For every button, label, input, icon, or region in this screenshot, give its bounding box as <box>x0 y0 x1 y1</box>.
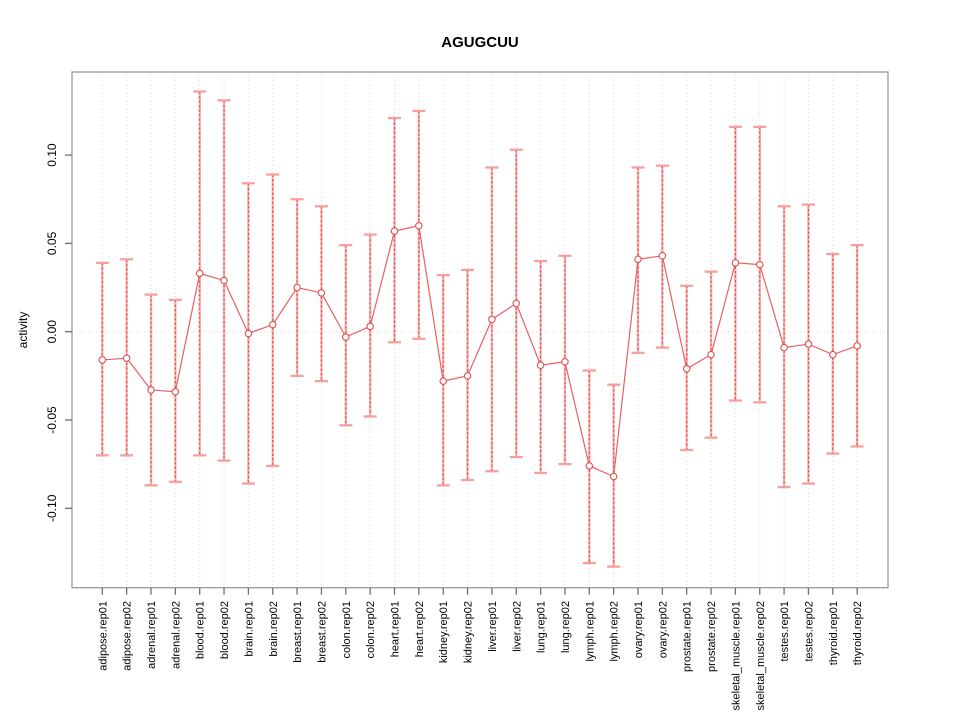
x-tick-label: thyroid.rep01 <box>828 601 840 665</box>
x-tick-label: liver.rep02 <box>511 601 523 652</box>
data-point <box>439 377 447 385</box>
data-point <box>488 315 496 324</box>
data-point <box>829 350 837 359</box>
x-tick-label: testes.rep02 <box>803 601 815 662</box>
y-tick-label: 0.05 <box>45 231 59 255</box>
x-tick-label: adrenal.rep01 <box>146 601 158 669</box>
x-tick-label: blood.rep01 <box>195 601 207 659</box>
x-tick-label: kidney.rep02 <box>463 601 475 663</box>
x-tick-label: skeletal_muscle.rep02 <box>755 601 767 710</box>
gridlines-group <box>72 72 888 588</box>
data-point <box>366 322 374 331</box>
x-tick-label: skeletal_muscle.rep01 <box>730 601 742 710</box>
x-tick-label: heart.rep01 <box>390 601 402 657</box>
y-tick-label: -0.10 <box>45 494 59 522</box>
y-tick-label: -0.05 <box>45 406 59 434</box>
x-tick-label: prostate.rep01 <box>682 601 694 672</box>
data-point <box>682 365 691 373</box>
x-tick-label: breast.rep01 <box>292 601 304 663</box>
data-point <box>317 289 326 297</box>
x-tick-label: testes.rep01 <box>779 601 791 662</box>
data-point <box>122 354 131 362</box>
x-tick-label: brain.rep02 <box>268 601 280 657</box>
data-point <box>171 387 180 396</box>
data-point <box>512 299 520 308</box>
chart-title: AGUGCUU <box>441 34 519 51</box>
y-tick-label: 0.10 <box>45 143 59 167</box>
plot-frame <box>71 71 889 589</box>
data-point <box>390 227 399 235</box>
error-bars-group <box>95 90 864 568</box>
data-point <box>268 320 277 329</box>
data-point <box>244 329 253 338</box>
y-axis-label: activity <box>16 312 30 349</box>
series-line <box>102 225 858 478</box>
x-tick-label: lymph.rep02 <box>609 601 621 662</box>
x-tick-label: ovary.rep01 <box>633 601 645 658</box>
data-points-group <box>98 221 861 481</box>
x-tick-label: heart.rep02 <box>414 601 426 657</box>
data-point <box>561 357 569 366</box>
data-point <box>609 472 618 481</box>
data-point <box>195 269 204 278</box>
x-tick-label: prostate.rep02 <box>706 601 718 672</box>
x-tick-label: colon.rep01 <box>341 601 353 659</box>
x-tick-label: adrenal.rep02 <box>170 601 182 669</box>
data-point <box>804 340 813 348</box>
data-point <box>731 259 740 267</box>
data-point <box>658 252 667 260</box>
axes-group <box>65 71 889 595</box>
x-tick-label: adipose.rep01 <box>97 601 109 671</box>
data-point <box>707 350 715 359</box>
tick-labels-group: -0.10 -0.05 0.00 0.05 0.10 adipose.rep01 adipo… <box>45 143 864 710</box>
data-point <box>342 333 350 341</box>
x-tick-label: lymph.rep01 <box>584 601 596 662</box>
data-point <box>634 255 642 264</box>
x-tick-label: liver.rep01 <box>487 601 499 652</box>
data-point <box>463 372 472 380</box>
data-point <box>415 221 423 230</box>
data-point <box>98 356 107 364</box>
x-tick-label: blood.rep02 <box>219 601 231 659</box>
x-tick-label: lung.rep01 <box>536 601 548 653</box>
data-point <box>293 283 301 292</box>
x-tick-label: lung.rep02 <box>560 601 572 653</box>
x-tick-label: ovary.rep02 <box>657 601 669 658</box>
x-tick-label: colon.rep02 <box>365 601 377 659</box>
data-point <box>780 343 788 352</box>
data-point <box>536 361 545 370</box>
data-point <box>853 342 861 350</box>
data-point <box>755 260 764 269</box>
x-tick-label: brain.rep01 <box>243 601 255 657</box>
data-point <box>585 462 594 470</box>
x-tick-label: thyroid.rep02 <box>852 601 864 665</box>
data-point <box>147 386 155 394</box>
x-tick-label: kidney.rep01 <box>438 601 450 663</box>
x-tick-label: breast.rep02 <box>316 601 328 663</box>
x-tick-label: adipose.rep02 <box>122 601 134 671</box>
data-point <box>220 276 228 285</box>
series-line-group <box>102 225 858 478</box>
y-tick-label: 0.00 <box>45 320 59 344</box>
